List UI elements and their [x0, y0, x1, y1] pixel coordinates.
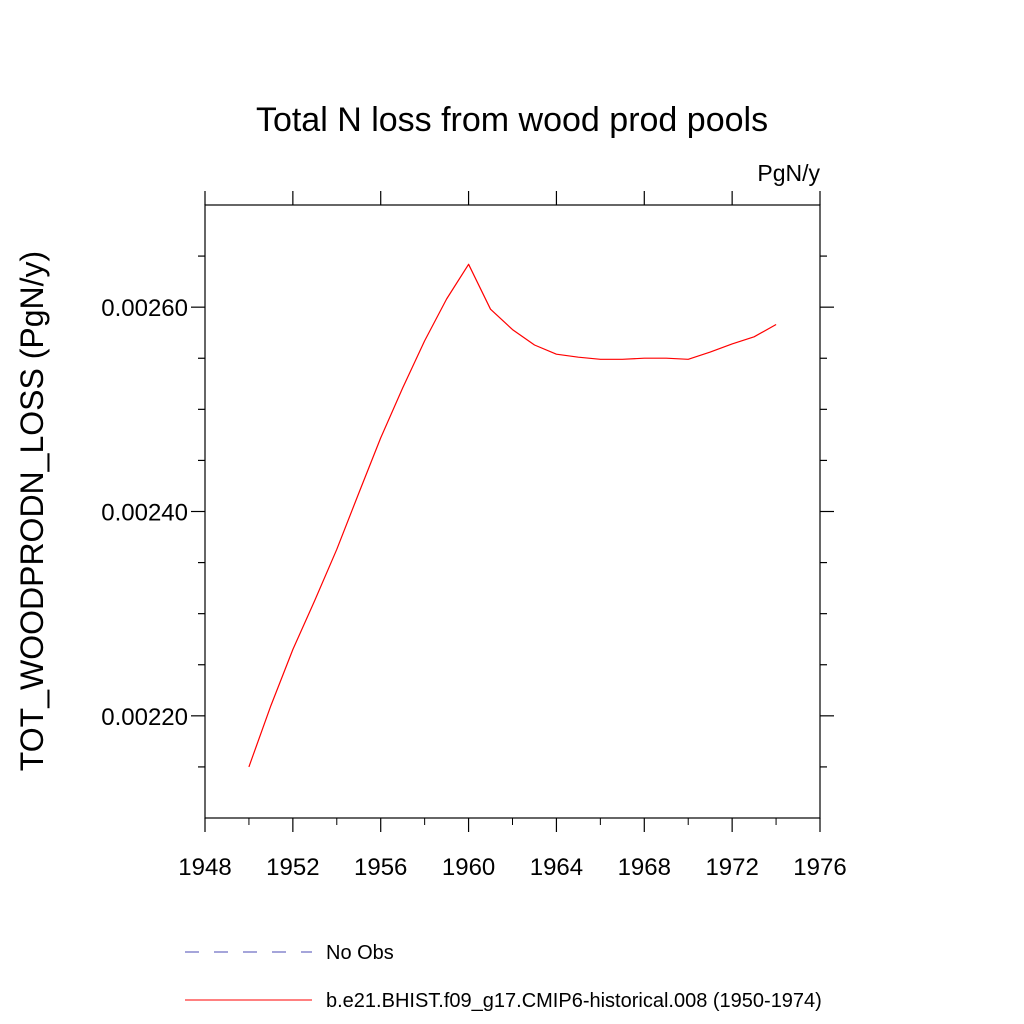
series-line-0	[248, 263, 777, 768]
x-tick-label: 1972	[705, 854, 758, 881]
x-tick-label: 1948	[178, 854, 231, 881]
x-tick-label: 1952	[266, 854, 319, 881]
x-tick-label: 1968	[618, 854, 671, 881]
axis-ticks: 1948 1952 1956 1960 1964 1968 1972 1976 0.00220 0…	[101, 191, 847, 881]
y-tick-label: 0.00240	[101, 500, 188, 527]
plot-frame	[204, 204, 821, 819]
x-tick-label: 1960	[442, 854, 495, 881]
legend: No Obs b.e21.BHIST.f09_g17.CMIP6-historic…	[185, 942, 822, 1012]
units-label: PgN/y	[757, 160, 820, 186]
y-tick-label: 0.00260	[101, 295, 188, 322]
x-tick-label: 1964	[530, 854, 583, 881]
x-tick-label: 1976	[793, 854, 846, 881]
y-axis-label: TOT_WOODPRODN_LOSS (PgN/y)	[14, 251, 50, 771]
x-tick-label: 1956	[354, 854, 407, 881]
chart-title: Total N loss from wood prod pools	[256, 101, 768, 139]
y-tick-label: 0.00220	[101, 704, 188, 731]
series-layer	[248, 263, 777, 768]
legend-label-0: No Obs	[326, 942, 394, 964]
legend-label-1: b.e21.BHIST.f09_g17.CMIP6-historical.008…	[326, 990, 822, 1012]
